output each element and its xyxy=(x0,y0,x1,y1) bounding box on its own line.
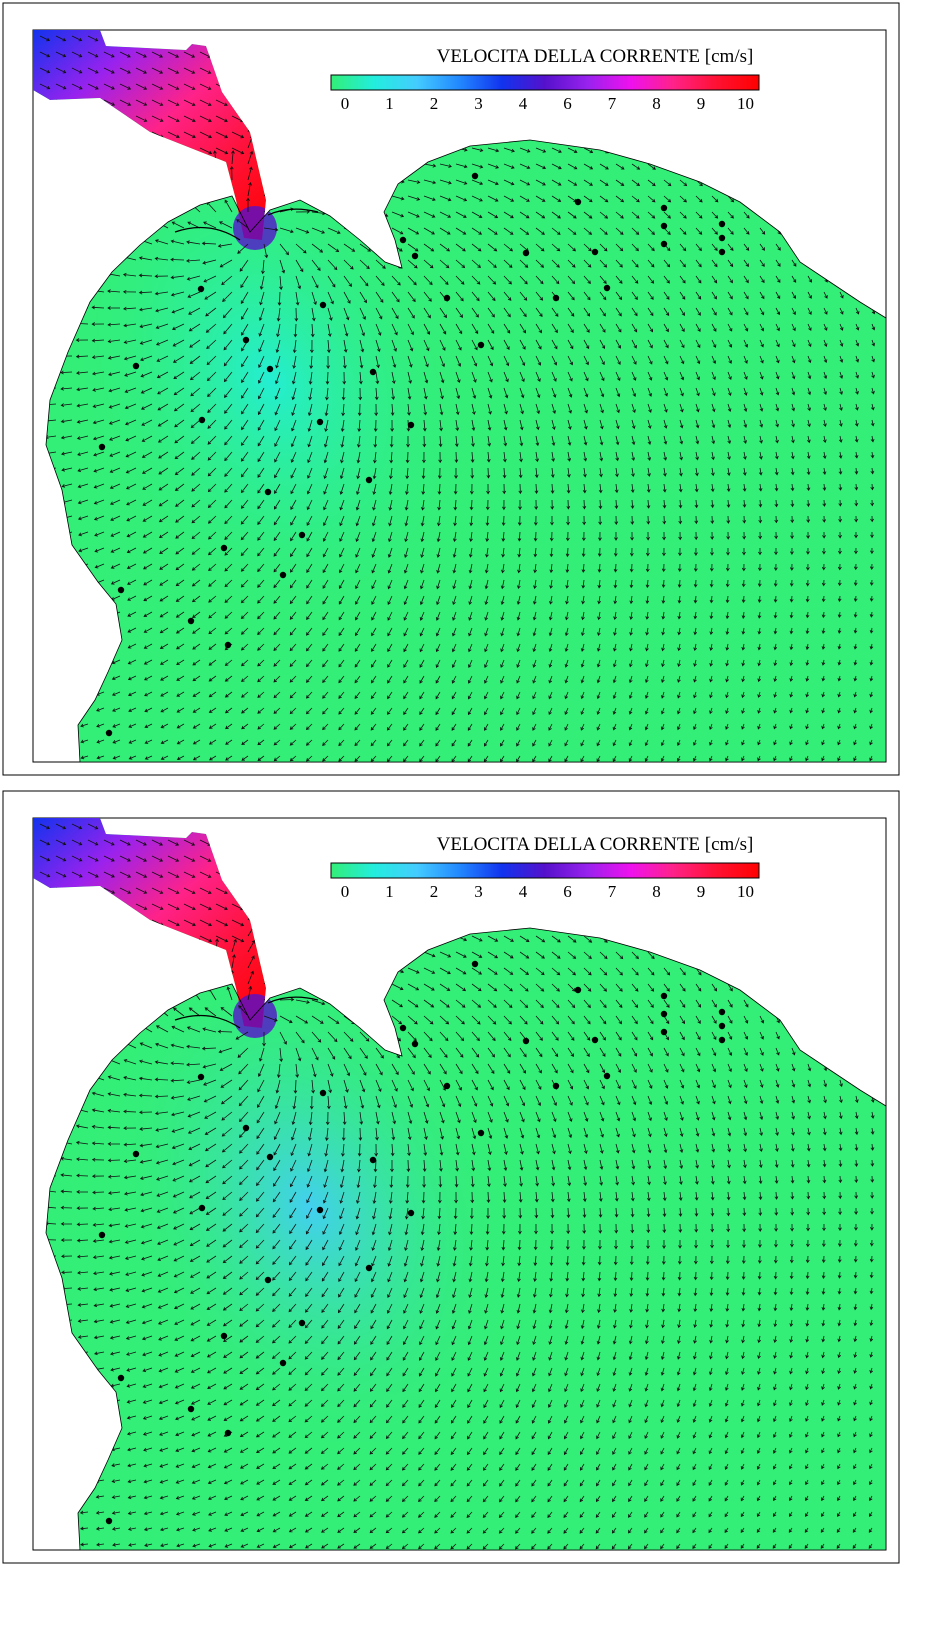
harbour-jet xyxy=(233,994,277,1038)
colorbar-tick-label: 9 xyxy=(697,94,706,113)
colorbar-tick-label: 2 xyxy=(430,882,439,901)
colorbar-tick-label: 10 xyxy=(737,94,754,113)
station xyxy=(472,961,478,967)
station xyxy=(267,366,273,372)
station xyxy=(661,1011,667,1017)
station xyxy=(188,618,194,624)
station xyxy=(553,1083,559,1089)
colorbar xyxy=(331,75,759,90)
station xyxy=(604,285,610,291)
station xyxy=(370,1157,376,1163)
colorbar-tick-label: 0 xyxy=(341,94,350,113)
station xyxy=(478,342,484,348)
station xyxy=(317,419,323,425)
colorbar xyxy=(331,863,759,878)
colorbar-tick-label: 6 xyxy=(563,94,572,113)
station xyxy=(478,1130,484,1136)
station xyxy=(366,1265,372,1271)
station xyxy=(370,369,376,375)
station xyxy=(719,249,725,255)
colorbar-tick-label: 3 xyxy=(474,94,483,113)
station xyxy=(320,302,326,308)
station xyxy=(265,489,271,495)
station xyxy=(719,1037,725,1043)
station xyxy=(444,295,450,301)
station xyxy=(221,545,227,551)
station xyxy=(99,1232,105,1238)
station xyxy=(118,587,124,593)
station xyxy=(133,1151,139,1157)
station xyxy=(99,444,105,450)
station xyxy=(265,1277,271,1283)
station xyxy=(575,987,581,993)
station xyxy=(444,1083,450,1089)
station xyxy=(604,1073,610,1079)
colorbar-tick-label: 9 xyxy=(697,882,706,901)
station xyxy=(719,221,725,227)
station xyxy=(225,642,231,648)
station xyxy=(106,1518,112,1524)
station xyxy=(412,253,418,259)
station xyxy=(408,422,414,428)
figure: VELOCITA DELLA CORRENTE [cm/s] 0 1 2 3 4 6 7 8 9 1… xyxy=(0,0,937,1635)
station xyxy=(523,250,529,256)
colorbar-tick-label: 0 xyxy=(341,882,350,901)
colorbar-tick-label: 10 xyxy=(737,882,754,901)
station xyxy=(243,1125,249,1131)
station xyxy=(225,1430,231,1436)
station xyxy=(719,1009,725,1015)
colorbar-tick-label: 2 xyxy=(430,94,439,113)
colorbar-tick-label: 1 xyxy=(385,94,394,113)
station xyxy=(198,1074,204,1080)
station xyxy=(199,1205,205,1211)
colorbar-tick-label: 6 xyxy=(563,882,572,901)
station xyxy=(661,205,667,211)
station xyxy=(199,417,205,423)
station xyxy=(299,1320,305,1326)
station xyxy=(188,1406,194,1412)
station xyxy=(221,1333,227,1339)
station xyxy=(472,173,478,179)
station xyxy=(661,241,667,247)
colorbar-tick-label: 7 xyxy=(608,94,617,113)
station xyxy=(412,1041,418,1047)
station xyxy=(198,286,204,292)
station xyxy=(299,532,305,538)
station xyxy=(661,223,667,229)
station xyxy=(267,1154,273,1160)
station xyxy=(592,249,598,255)
station xyxy=(719,235,725,241)
station xyxy=(320,1090,326,1096)
colorbar-tick-label: 8 xyxy=(652,882,661,901)
colorbar-title: VELOCITA DELLA CORRENTE [cm/s] xyxy=(437,834,754,855)
station xyxy=(118,1375,124,1381)
colorbar-tick-label: 4 xyxy=(519,94,528,113)
colorbar-tick-label: 1 xyxy=(385,882,394,901)
station xyxy=(400,237,406,243)
station xyxy=(592,1037,598,1043)
station xyxy=(400,1025,406,1031)
station xyxy=(523,1038,529,1044)
colorbar-tick-label: 3 xyxy=(474,882,483,901)
station xyxy=(366,477,372,483)
station xyxy=(408,1210,414,1216)
station xyxy=(106,730,112,736)
station xyxy=(133,363,139,369)
station xyxy=(553,295,559,301)
harbour-jet xyxy=(233,206,277,250)
colorbar-tick-label: 8 xyxy=(652,94,661,113)
panel: VELOCITA DELLA CORRENTE [cm/s] 0 1 2 3 4 6 7 8 9 1… xyxy=(3,791,899,1563)
colorbar-title: VELOCITA DELLA CORRENTE [cm/s] xyxy=(437,46,754,67)
station xyxy=(280,572,286,578)
station xyxy=(661,993,667,999)
station xyxy=(243,337,249,343)
colorbar-tick-label: 4 xyxy=(519,882,528,901)
colorbar-tick-label: 7 xyxy=(608,882,617,901)
station xyxy=(317,1207,323,1213)
station xyxy=(280,1360,286,1366)
station xyxy=(575,199,581,205)
panel: VELOCITA DELLA CORRENTE [cm/s] 0 1 2 3 4 6 7 8 9 1… xyxy=(0,3,899,775)
station xyxy=(719,1023,725,1029)
station xyxy=(661,1029,667,1035)
